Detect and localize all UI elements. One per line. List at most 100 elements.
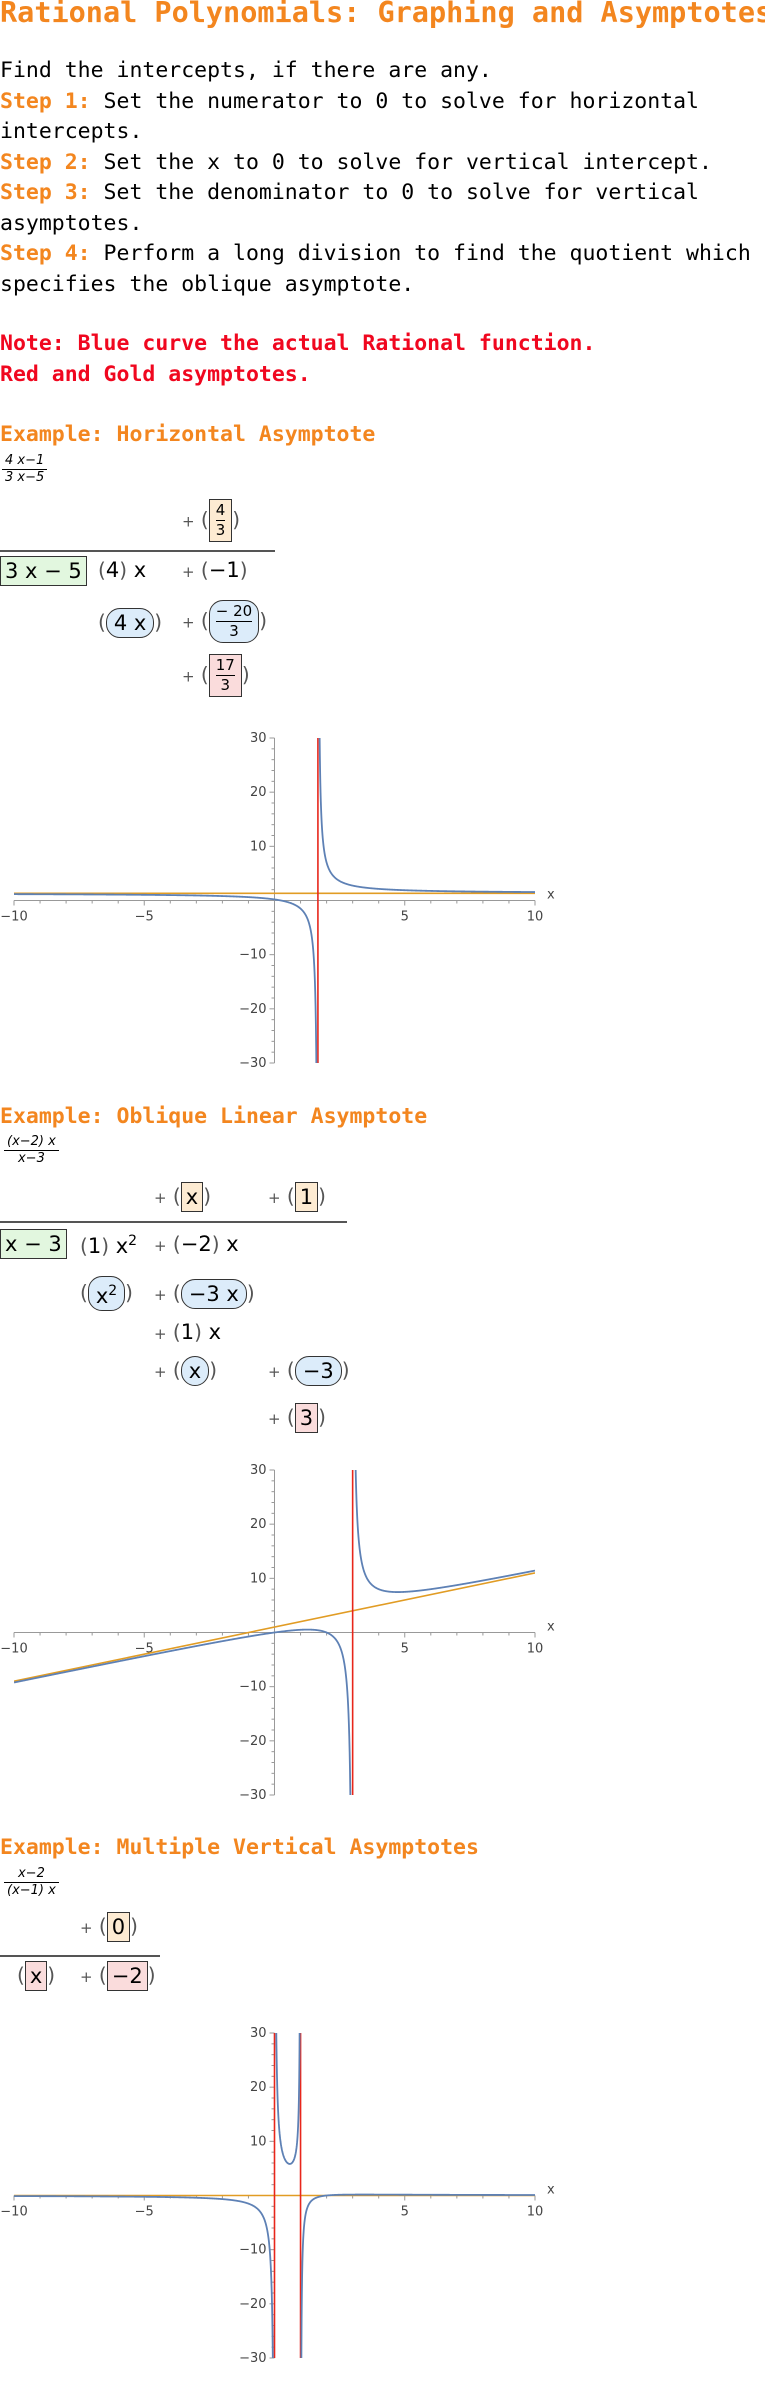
x-tick-label: −10 [0,910,27,925]
dividend-term-2: −2 [106,1961,148,1991]
fraction-bar [4,1150,59,1151]
subtract-term-1-var: x [95,1284,109,1308]
remainder-box: 17 3 [208,654,242,697]
fraction-denominator: (x−1) x [7,1883,56,1898]
remainder-den: 3 [220,676,231,694]
subtract-term-4: −3 [294,1356,342,1386]
x-axis-label: x [547,2183,555,2198]
dividend-exponent: 2 [128,1233,138,1249]
step-3-label: Step 3: [0,180,91,205]
function-curve [14,2195,274,2358]
division-line [0,550,275,552]
function-curve [354,1470,535,1593]
fraction-bar [4,1882,59,1883]
intro-text: Find the intercepts, if there are any. [0,58,492,83]
x-tick-label: −10 [0,1642,27,1657]
example-1-heading: Example: Horizontal Asymptote [0,422,376,447]
dividend-coef: 1 [87,1234,102,1258]
y-tick-label: −10 [239,948,266,963]
x-tick-label: −5 [135,2205,154,2220]
x-tick-label: 5 [401,1642,409,1657]
example-2-dividend-1: (1) x2 [80,1233,138,1258]
y-tick-label: −30 [239,1056,266,1070]
quotient-term-2: 1 [294,1182,319,1212]
example-2-fraction: (x−2) x x−3 [4,1134,59,1166]
y-tick-label: 10 [250,839,267,854]
x-axis-label: x [547,888,555,903]
oblique-asymptote [14,1572,535,1683]
example-2-remainder: + (3) [268,1403,326,1433]
function-curve [300,2193,535,2358]
example-2-subtract-4: + (−3) [268,1356,350,1386]
quotient-num: 4 [215,501,226,519]
example-3-dividend-2: + (−2) [80,1961,156,1991]
example-2-subtract-3: + (x) [154,1356,217,1386]
example-1-subtract-const: + (− 20 3) [182,600,267,643]
subtract-const-sign: − [215,602,229,620]
dividend-var-2: x [226,1232,239,1256]
subtract-const-box: − 20 3 [208,600,260,643]
example-1-plot: −10 −5 5 10 30 20 10 −10 −20 −30 x [0,731,555,1070]
dividend-const: −1 [208,558,240,582]
example-2-heading: Example: Oblique Linear Asymptote [0,1104,428,1129]
fraction-denominator: x−3 [17,1151,45,1166]
y-tick-label: 20 [250,1517,267,1532]
quotient-term-1: x [180,1182,204,1212]
x-tick-label: 10 [527,910,544,925]
example-3-quotient: + (0) [80,1912,138,1942]
step-2-text: Set the x to 0 to solve for vertical int… [90,149,712,175]
example-1-dividend: (4) x [98,558,147,582]
dividend-coef-2: −2 [180,1232,212,1256]
example-2-subtract-1: (x2) [80,1276,133,1311]
y-tick-label: 30 [250,1463,267,1478]
y-tick-label: 10 [250,2134,267,2149]
y-tick-label: −20 [239,1002,266,1017]
subtract-term-1: x2 [87,1276,126,1311]
example-1-quotient: + (4 3) [182,499,240,542]
dividend-var: x [115,1234,129,1258]
note-line-1: Note: Blue curve the actual Rational fun… [0,331,596,356]
fraction-numerator: 4 x−1 [5,453,45,468]
dividend-var: x [133,558,147,582]
instructions: Find the intercepts, if there are any. S… [0,56,765,300]
function-curve [275,2033,301,2165]
example-1-remainder: + (17 3) [182,654,250,697]
step-2-label: Step 2: [0,149,91,175]
example-2-divisor: x − 3 [0,1229,67,1259]
fraction-numerator: (x−2) x [7,1134,56,1149]
example-3-fraction: x−2 (x−1) x [4,1866,59,1898]
step-4: Step 4: Perform a long division to find … [0,239,765,300]
example-1-dividend-const: + (−1) [182,558,248,582]
y-tick-label: 20 [250,2080,267,2095]
step-1-label: Step 1: [0,88,91,114]
fraction-bar [2,469,48,470]
example-2-subtract-2: + (−3 x) [154,1279,255,1309]
subtract-term-3: x [180,1356,210,1386]
step-2: Step 2: Set the x to 0 to solve for vert… [0,148,765,179]
y-tick-label: 20 [250,785,267,800]
example-2-dividend-2: + (−2) x [154,1232,239,1256]
step-1: Step 1: Set the numerator to 0 to solve … [0,87,765,148]
function-curve [318,738,535,893]
example-2-remainder-line: + (1) x [154,1320,222,1344]
y-tick-label: 30 [250,2026,267,2041]
remainder-coef: 1 [180,1320,195,1344]
x-tick-label: −10 [0,2205,27,2220]
y-tick-label: −20 [239,2297,266,2312]
function-curve [14,1628,352,1795]
dividend-coef: 4 [105,558,120,582]
page-title: Rational Polynomials: Graphing and Asymp… [0,0,765,29]
divisor-box: x − 3 [0,1229,67,1259]
example-1-fraction: 4 x−1 3 x−5 [2,453,48,485]
example-1-subtract-term: (4 x) [98,608,162,638]
remainder-box: 3 [294,1403,319,1433]
subtract-term-box: 4 x [105,608,155,638]
subtract-term-1-exp: 2 [108,1283,118,1299]
function-curve [14,893,318,1063]
example-3-dividend-1: (x) [17,1961,55,1991]
example-2-quotient-1: + (x) [154,1182,211,1212]
dividend-term-1: x [24,1961,48,1991]
y-tick-label: −30 [239,1788,266,1802]
